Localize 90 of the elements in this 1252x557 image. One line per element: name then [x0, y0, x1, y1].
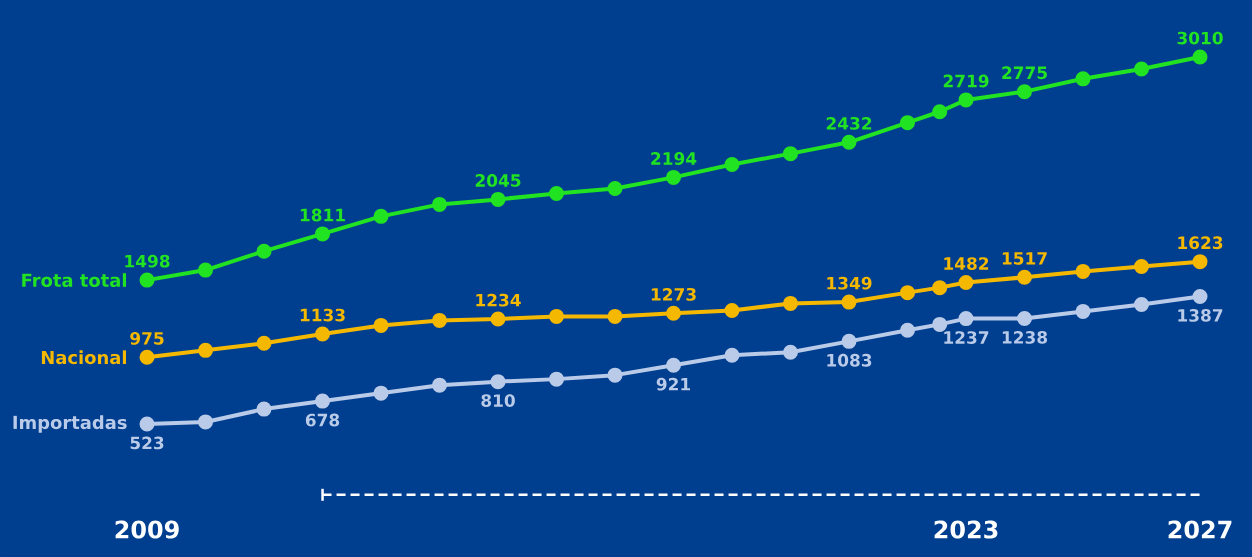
point	[724, 303, 740, 319]
data-label: 2194	[651, 152, 697, 165]
point	[1017, 84, 1032, 100]
point	[139, 416, 155, 432]
point	[373, 385, 389, 401]
data-label: 1083	[827, 353, 872, 367]
data-label: 1237	[944, 331, 989, 344]
data-label: 1482	[944, 257, 989, 270]
point	[139, 272, 155, 288]
point	[958, 92, 974, 108]
data-label: 678	[305, 413, 340, 427]
series-label: Nacional	[41, 350, 126, 365]
data-label: 523	[130, 436, 164, 450]
point	[724, 157, 740, 173]
x-tick-label: 2027	[1168, 520, 1232, 539]
point	[549, 185, 565, 201]
point	[932, 280, 948, 296]
data-label: 810	[481, 394, 515, 407]
point	[841, 294, 857, 310]
point	[373, 208, 389, 224]
point	[666, 305, 682, 321]
point	[1192, 254, 1208, 270]
x-tick-label: 2009	[115, 520, 179, 539]
point	[315, 326, 331, 342]
data-label: 2775	[1002, 66, 1047, 80]
data-label: 1623	[1178, 236, 1223, 250]
point	[198, 262, 214, 278]
point	[1075, 303, 1091, 319]
point	[490, 311, 506, 327]
point	[432, 312, 448, 328]
point	[1192, 288, 1208, 304]
point	[256, 243, 272, 259]
point	[198, 414, 214, 430]
point	[666, 357, 682, 373]
x-tick-label: 2023	[934, 520, 998, 539]
data-label: 1811	[300, 208, 345, 222]
point	[783, 146, 799, 162]
point	[932, 104, 948, 120]
data-label: 2432	[826, 116, 872, 130]
point	[958, 311, 974, 327]
point	[932, 316, 948, 332]
data-label: 921	[656, 377, 691, 391]
point	[841, 333, 857, 349]
point	[1017, 269, 1032, 285]
point	[783, 295, 799, 311]
data-label: 3010	[1177, 31, 1223, 45]
point	[1134, 296, 1150, 312]
point	[607, 367, 623, 383]
point	[315, 393, 331, 409]
data-label: 1387	[1178, 309, 1223, 322]
point	[958, 274, 974, 290]
point	[490, 374, 506, 390]
point	[198, 342, 214, 358]
data-label: 1238	[1002, 330, 1048, 344]
data-label: 1273	[651, 287, 696, 301]
point	[1075, 71, 1091, 87]
point	[783, 344, 799, 360]
point	[549, 371, 565, 387]
point	[1017, 310, 1032, 326]
point	[432, 196, 448, 212]
point	[432, 377, 448, 393]
point	[607, 180, 623, 196]
data-label: 1498	[125, 254, 170, 268]
point	[900, 322, 916, 338]
point	[900, 115, 916, 131]
point	[256, 401, 272, 417]
point	[256, 335, 272, 351]
point	[900, 285, 916, 301]
point	[373, 317, 389, 333]
point	[490, 191, 506, 207]
point	[139, 349, 155, 365]
data-label: 2719	[943, 74, 989, 88]
point	[1075, 263, 1091, 279]
point	[1134, 61, 1150, 77]
point	[1192, 49, 1208, 65]
data-label: 1133	[300, 308, 345, 322]
point	[841, 134, 857, 150]
point	[607, 308, 623, 324]
point	[315, 226, 331, 242]
data-label: 975	[130, 331, 164, 345]
data-label: 1234	[476, 293, 521, 307]
data-label: 2045	[475, 174, 521, 187]
point	[724, 347, 740, 363]
point	[549, 308, 565, 324]
point	[666, 169, 682, 185]
series-label: Frota total	[22, 273, 126, 288]
data-label: 1349	[827, 276, 872, 290]
point	[1134, 259, 1150, 275]
series-label: Importadas	[13, 415, 127, 433]
data-label: 1517	[1002, 252, 1047, 265]
